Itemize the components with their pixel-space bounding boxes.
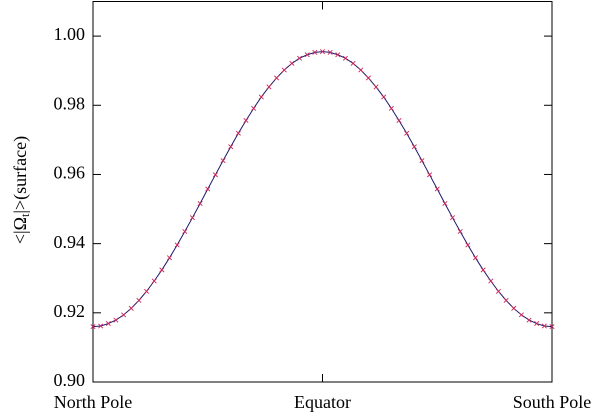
data-point <box>427 172 433 178</box>
data-point <box>526 317 532 323</box>
data-point <box>151 278 157 284</box>
data-point <box>350 60 356 66</box>
data-point <box>457 229 463 235</box>
data-point <box>312 49 318 55</box>
data-point <box>342 55 348 61</box>
x-tick-label: South Pole <box>513 392 592 412</box>
data-point <box>465 242 471 248</box>
y-tick-label: 0.92 <box>54 301 86 321</box>
data-point <box>136 297 142 303</box>
data-point <box>327 49 333 55</box>
data-point <box>358 67 364 73</box>
data-point <box>235 130 241 136</box>
data-point <box>297 55 303 61</box>
y-label-part: |>(surface) <box>10 136 31 214</box>
y-tick-label: 1.00 <box>54 24 86 44</box>
data-point <box>105 321 111 327</box>
data-point <box>518 312 524 318</box>
y-label-subscript: t <box>18 213 32 217</box>
series-line <box>92 51 553 328</box>
data-point <box>166 255 173 261</box>
data-point <box>220 158 226 164</box>
data-point <box>90 324 96 330</box>
data-point <box>304 52 310 58</box>
data-point <box>381 94 387 100</box>
data-point <box>373 84 379 90</box>
data-point <box>98 323 104 329</box>
data-point <box>228 144 234 150</box>
y-tick-label: 0.90 <box>54 370 86 390</box>
data-point <box>411 144 417 150</box>
data-point <box>212 172 218 178</box>
data-point <box>541 323 547 329</box>
x-tick-label: Equator <box>294 392 351 412</box>
data-point <box>289 60 295 66</box>
data-point <box>144 288 150 294</box>
data-point <box>365 75 371 81</box>
data-point <box>121 312 127 318</box>
y-axis-label: <|Ωt|>(surface) <box>10 136 32 244</box>
data-point <box>388 105 394 111</box>
data-point <box>113 317 119 323</box>
data-point <box>258 94 264 100</box>
y-label-part: <|Ω <box>10 217 30 244</box>
data-point <box>534 321 540 327</box>
data-point <box>434 186 440 192</box>
data-point <box>488 278 494 284</box>
data-point <box>243 117 249 124</box>
y-tick-label: 0.94 <box>54 232 86 252</box>
data-point <box>419 158 425 164</box>
data-point <box>472 255 479 261</box>
data-point <box>128 305 134 311</box>
data-point <box>197 200 203 207</box>
data-point <box>549 324 555 330</box>
data-point <box>495 288 501 294</box>
data-point <box>442 200 448 207</box>
data-point <box>480 267 486 273</box>
data-point <box>274 75 280 81</box>
data-point <box>251 105 257 111</box>
data-point <box>503 297 509 303</box>
data-point <box>335 52 341 58</box>
plot-frame <box>92 1 553 383</box>
data-point <box>450 215 456 221</box>
y-tick-label: 0.96 <box>54 163 86 183</box>
x-tick-label: North Pole <box>54 392 133 412</box>
data-point <box>281 67 287 73</box>
data-point <box>182 229 188 235</box>
data-point <box>396 117 402 124</box>
data-point <box>404 130 410 136</box>
data-point <box>511 305 517 311</box>
data-point <box>266 84 272 90</box>
data-point <box>189 215 195 221</box>
y-tick-label: 0.98 <box>54 93 86 113</box>
data-point <box>205 186 211 192</box>
data-point <box>174 242 180 248</box>
data-point <box>319 49 326 55</box>
data-point <box>159 267 165 273</box>
